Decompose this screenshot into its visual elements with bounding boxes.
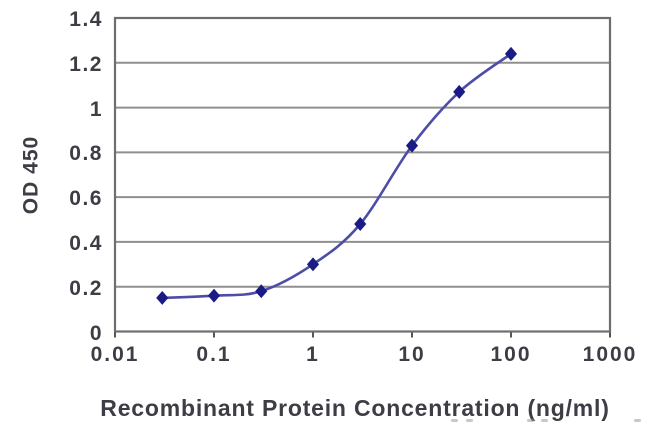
artifact-speck — [466, 419, 473, 422]
data-point-marker — [504, 46, 518, 61]
data-point-marker — [255, 284, 268, 299]
artifact-speck — [541, 419, 548, 422]
x-tick-label: 0.01 — [90, 343, 140, 366]
data-point-marker — [453, 84, 466, 99]
y-tick-label: 1.2 — [69, 52, 103, 76]
y-tick-label: 0 — [89, 321, 103, 345]
plot-frame — [113, 16, 612, 333]
data-point-marker — [156, 290, 169, 305]
y-tick-label: 0.8 — [69, 142, 103, 166]
y-tick-label: 1.4 — [69, 8, 103, 31]
y-tick-label: 0.2 — [69, 276, 103, 300]
x-axis-title: Recombinant Protein Concentration (ng/ml… — [100, 395, 610, 421]
x-tick-label: 100 — [490, 343, 532, 366]
y-tick-label: 1 — [89, 97, 103, 121]
data-point-marker — [207, 288, 221, 303]
x-tick-label: 1000 — [582, 343, 638, 366]
artifact-speck — [451, 419, 458, 422]
artifact-speck — [634, 419, 641, 422]
y-tick-label: 0.6 — [69, 187, 103, 211]
data-point-marker — [405, 138, 419, 153]
data-point-marker — [306, 257, 320, 272]
y-tick-label: 0.4 — [69, 231, 103, 255]
data-point-marker — [354, 217, 367, 231]
x-tick-label: 0.1 — [196, 343, 232, 366]
x-tick-label: 1 — [306, 343, 320, 366]
artifact-speck — [527, 419, 534, 422]
x-tick-label: 10 — [398, 343, 426, 366]
